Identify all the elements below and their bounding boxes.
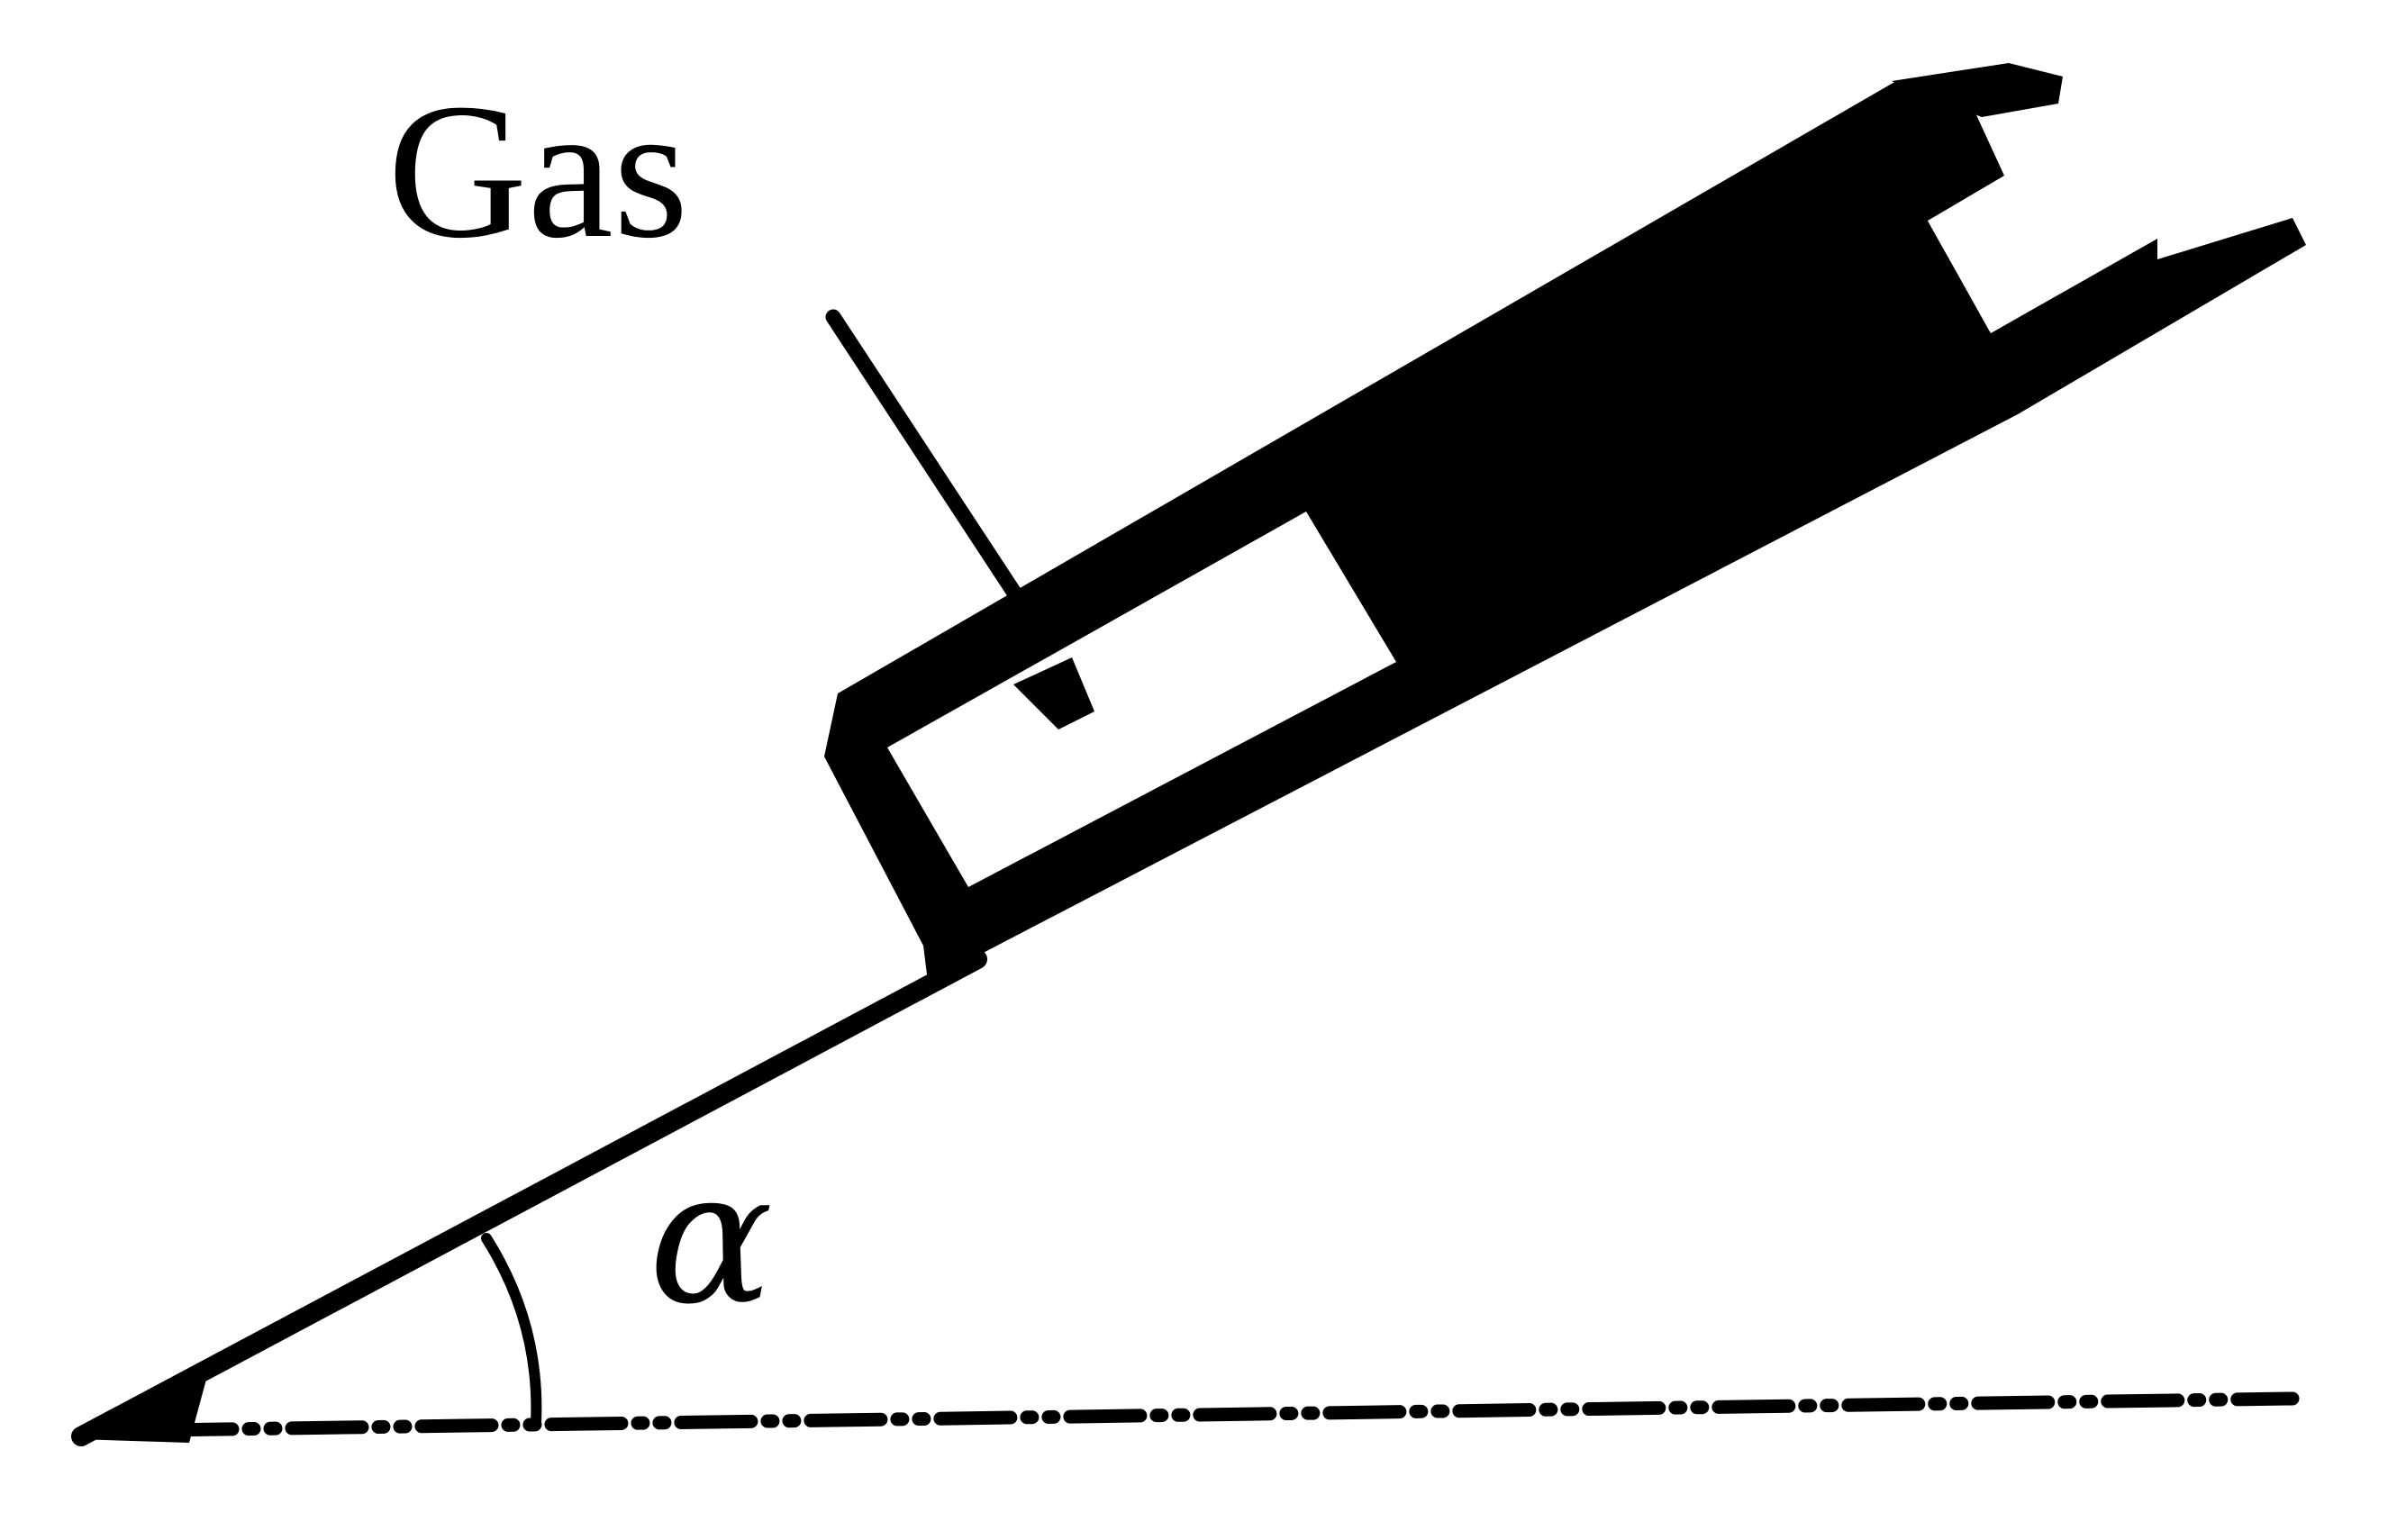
tube-body: [824, 81, 2306, 982]
angle-alpha-label: α: [649, 1131, 773, 1345]
angle-arc: [481, 1233, 542, 1428]
gas-pointer-line: [825, 309, 1053, 648]
incline-surface: [71, 949, 987, 1446]
tube-upper-wall-end: [1892, 63, 2063, 117]
gas-pocket-notch: [1013, 657, 1094, 729]
gas-label: Gas: [387, 63, 688, 278]
horizontal-reference-line: [155, 1391, 2300, 1437]
tube-open-end: [1928, 185, 2157, 333]
